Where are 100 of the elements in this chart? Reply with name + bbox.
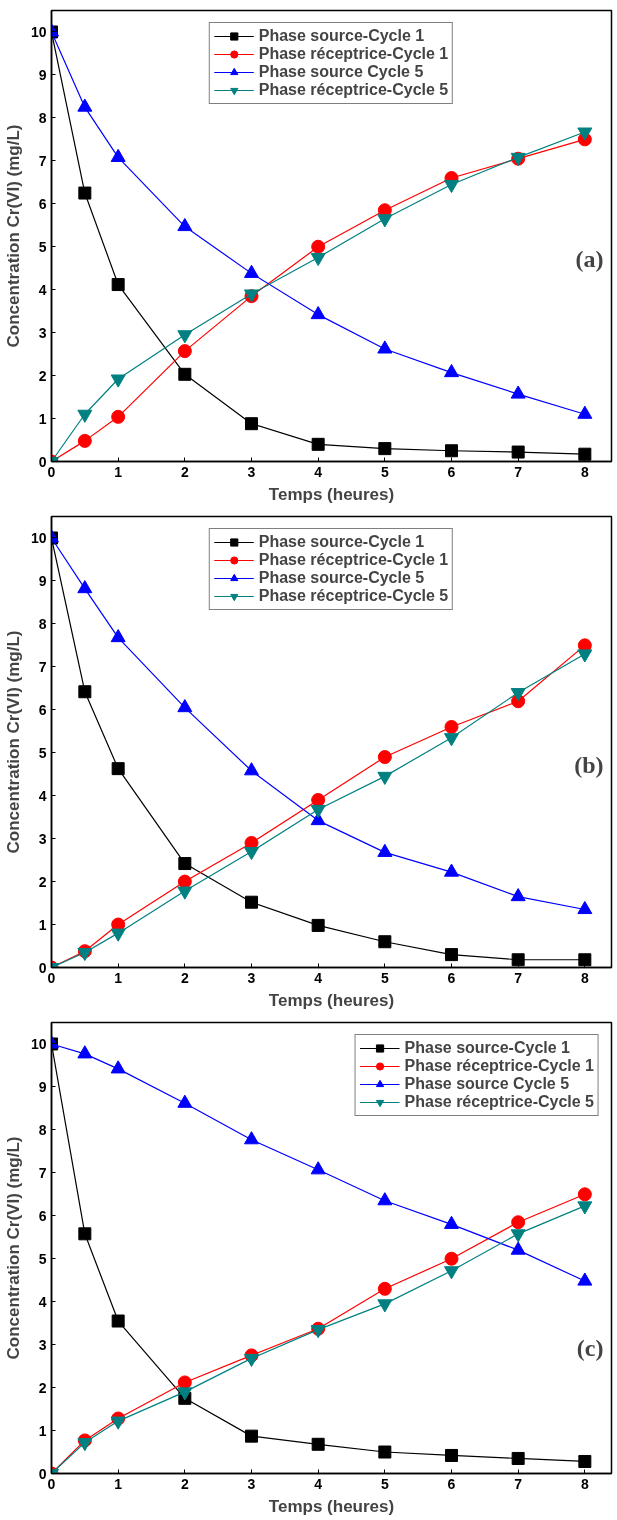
y-tick-label: 7 bbox=[38, 658, 47, 675]
annotation: (c) bbox=[576, 1334, 604, 1361]
y-tick-label: 9 bbox=[38, 1078, 47, 1095]
x-tick-label: 3 bbox=[247, 969, 256, 986]
y-tick-label: 10 bbox=[30, 23, 47, 40]
y-tick-label: 2 bbox=[38, 1379, 47, 1396]
legend-label: Phase source-Cycle 1 bbox=[258, 27, 425, 45]
x-tick-label: 8 bbox=[580, 969, 589, 986]
x-tick-label: 1 bbox=[114, 969, 123, 986]
x-tick-label: 7 bbox=[514, 1475, 523, 1492]
x-tick-label: 8 bbox=[580, 1475, 589, 1492]
point bbox=[511, 953, 525, 967]
point bbox=[511, 1451, 525, 1465]
legend-label: Phase source-Cycle 1 bbox=[404, 1039, 570, 1057]
point bbox=[511, 1215, 526, 1230]
point bbox=[377, 214, 393, 228]
point bbox=[377, 750, 392, 765]
y-tick-label: 6 bbox=[38, 701, 47, 718]
x-tick-label: 2 bbox=[180, 463, 189, 480]
legend-label: Phase réceptrice-Cycle 1 bbox=[404, 1057, 594, 1075]
point bbox=[377, 340, 393, 354]
y-tick-label: 3 bbox=[38, 324, 47, 341]
x-tick-label: 5 bbox=[380, 1475, 389, 1492]
point bbox=[177, 886, 193, 900]
y-tick-label: 1 bbox=[38, 1422, 47, 1439]
point bbox=[111, 278, 125, 292]
point bbox=[578, 953, 592, 967]
point bbox=[578, 447, 592, 461]
y-tick-label: 8 bbox=[38, 1121, 47, 1138]
point bbox=[311, 793, 326, 807]
point bbox=[510, 1241, 526, 1255]
x-tick-label: 2 bbox=[180, 1475, 189, 1492]
point bbox=[111, 1314, 125, 1328]
point bbox=[444, 719, 459, 734]
point bbox=[510, 385, 526, 399]
point bbox=[444, 364, 459, 378]
x-tick-label: 6 bbox=[447, 463, 456, 480]
point bbox=[111, 762, 125, 776]
x-tick-label: 7 bbox=[514, 969, 523, 986]
point bbox=[378, 442, 392, 456]
x-tick-label: 4 bbox=[314, 1475, 323, 1492]
x-tick-label: 3 bbox=[247, 1475, 256, 1492]
point bbox=[311, 1437, 325, 1451]
y-tick-label: 3 bbox=[38, 1336, 47, 1353]
y-axis-title: Concentration Cr(VI) (mg/L) bbox=[3, 630, 23, 854]
y-tick-label: 2 bbox=[38, 367, 47, 384]
point bbox=[445, 1448, 458, 1462]
point bbox=[178, 367, 192, 381]
y-tick-label: 7 bbox=[38, 152, 47, 169]
y-tick-label: 5 bbox=[38, 744, 47, 761]
point bbox=[310, 252, 326, 267]
point bbox=[444, 179, 459, 194]
point bbox=[244, 1131, 259, 1145]
x-tick-label: 1 bbox=[114, 463, 123, 480]
x-tick-label: 7 bbox=[514, 463, 523, 480]
point bbox=[177, 699, 193, 713]
y-tick-label: 4 bbox=[38, 1293, 47, 1310]
point bbox=[244, 1353, 259, 1367]
legend-label: Phase réceptrice-Cycle 5 bbox=[404, 1093, 594, 1111]
point bbox=[78, 186, 92, 200]
y-axis-title: Concentration Cr(VI) (mg/L) bbox=[3, 124, 23, 348]
x-tick-label: 8 bbox=[580, 463, 589, 480]
point bbox=[511, 445, 525, 459]
legend-label: Phase source-Cycle 1 bbox=[258, 533, 425, 551]
legend-label: Phase réceptrice-Cycle 1 bbox=[258, 551, 449, 569]
point bbox=[78, 1227, 92, 1241]
legend-label: Phase réceptrice-Cycle 5 bbox=[258, 81, 449, 99]
x-tick-label: 4 bbox=[314, 463, 323, 480]
point bbox=[311, 239, 326, 254]
point bbox=[578, 1454, 592, 1468]
point bbox=[444, 1251, 459, 1266]
y-tick-label: 6 bbox=[38, 1207, 47, 1224]
point bbox=[577, 127, 593, 141]
point bbox=[377, 771, 393, 785]
legend-label: Phase source-Cycle 5 bbox=[258, 569, 425, 587]
y-tick-label: 5 bbox=[38, 1250, 47, 1267]
y-tick-label: 1 bbox=[38, 410, 47, 427]
y-tick-label: 9 bbox=[38, 572, 47, 589]
y-tick-label: 2 bbox=[38, 873, 47, 890]
point bbox=[111, 409, 126, 424]
legend-label: Phase source Cycle 5 bbox=[258, 63, 424, 81]
annotation: (b) bbox=[574, 752, 604, 779]
point bbox=[245, 1429, 258, 1443]
y-tick-label: 4 bbox=[38, 281, 47, 298]
point bbox=[110, 1416, 126, 1430]
y-tick-label: 10 bbox=[30, 1035, 47, 1052]
point bbox=[78, 685, 92, 699]
point bbox=[178, 857, 192, 871]
x-tick-label: 3 bbox=[247, 463, 256, 480]
y-axis-title: Concentration Cr(VI) (mg/L) bbox=[3, 1136, 23, 1360]
point bbox=[444, 1215, 459, 1229]
x-tick-label: 2 bbox=[180, 969, 189, 986]
point bbox=[445, 948, 458, 962]
annotation: (a) bbox=[575, 246, 604, 273]
point bbox=[311, 918, 325, 932]
point bbox=[311, 437, 325, 451]
x-tick-label: 5 bbox=[380, 463, 389, 480]
point bbox=[245, 895, 258, 909]
y-tick-label: 1 bbox=[38, 916, 47, 933]
x-tick-label: 5 bbox=[380, 969, 389, 986]
